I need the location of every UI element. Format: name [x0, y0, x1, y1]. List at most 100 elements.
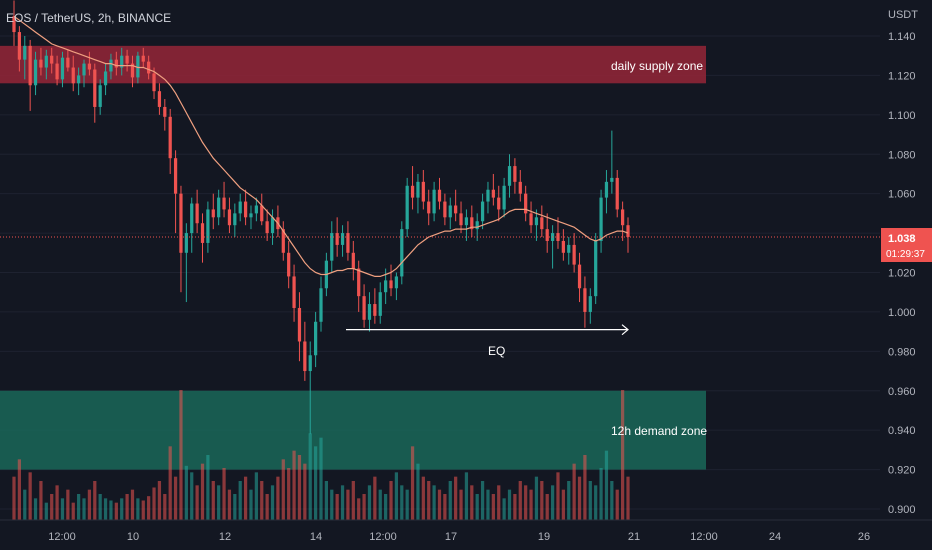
candle-body[interactable]	[432, 189, 436, 214]
candle-body[interactable]	[620, 209, 625, 226]
candle-body[interactable]	[448, 205, 452, 218]
candle-body[interactable]	[604, 181, 609, 198]
candle-body[interactable]	[55, 63, 59, 80]
candle-body[interactable]	[357, 268, 361, 297]
candle-body[interactable]	[12, 16, 16, 33]
candle-body[interactable]	[147, 61, 151, 74]
candle-body[interactable]	[545, 229, 549, 241]
candle-body[interactable]	[141, 55, 145, 62]
candle-body[interactable]	[173, 158, 178, 194]
candle-body[interactable]	[206, 209, 210, 243]
candle-body[interactable]	[588, 296, 592, 312]
candle-body[interactable]	[82, 63, 86, 76]
candle-body[interactable]	[384, 280, 388, 293]
demand-zone[interactable]	[0, 390, 706, 470]
candle-body[interactable]	[529, 213, 533, 226]
candle-body[interactable]	[211, 209, 215, 218]
candle-body[interactable]	[168, 116, 172, 159]
candle-body[interactable]	[362, 296, 366, 320]
candle-body[interactable]	[77, 75, 81, 84]
candle-body[interactable]	[486, 189, 490, 202]
candle-body[interactable]	[136, 55, 140, 78]
candle-body[interactable]	[281, 229, 285, 253]
candle-body[interactable]	[217, 197, 221, 218]
candle-body[interactable]	[410, 185, 415, 198]
candle-body[interactable]	[254, 205, 258, 214]
candle-body[interactable]	[491, 189, 495, 198]
candle-body[interactable]	[416, 181, 420, 198]
candle-body[interactable]	[287, 252, 291, 277]
candle-body[interactable]	[524, 193, 528, 214]
candle-body[interactable]	[238, 201, 242, 214]
candle-body[interactable]	[454, 205, 458, 214]
candle-body[interactable]	[567, 244, 571, 253]
symbol-title[interactable]: EOS / TetherUS, 2h, BINANCE	[6, 11, 171, 25]
candle-body[interactable]	[346, 233, 350, 253]
candle-body[interactable]	[610, 177, 614, 182]
candle-body[interactable]	[389, 280, 393, 289]
candle-body[interactable]	[87, 63, 92, 70]
candle-body[interactable]	[475, 221, 479, 230]
candle-body[interactable]	[583, 288, 587, 312]
candle-body[interactable]	[233, 213, 237, 226]
candle-body[interactable]	[66, 57, 70, 68]
candle-body[interactable]	[572, 244, 576, 265]
candle-body[interactable]	[163, 106, 167, 117]
candle-body[interactable]	[243, 201, 248, 218]
candle-body[interactable]	[464, 217, 469, 226]
candle-body[interactable]	[497, 197, 501, 210]
candle-body[interactable]	[125, 55, 129, 64]
candle-body[interactable]	[44, 55, 48, 68]
candle-body[interactable]	[561, 240, 565, 253]
candle-body[interactable]	[540, 217, 544, 230]
candle-body[interactable]	[33, 59, 38, 86]
candle-body[interactable]	[179, 193, 183, 253]
candle-body[interactable]	[437, 189, 442, 202]
candle-body[interactable]	[513, 166, 517, 182]
candle-body[interactable]	[17, 32, 22, 60]
candle-body[interactable]	[373, 304, 377, 316]
candle-body[interactable]	[518, 181, 522, 194]
candle-body[interactable]	[28, 45, 32, 86]
candle-body[interactable]	[200, 223, 205, 243]
candle-body[interactable]	[270, 217, 275, 234]
candle-body[interactable]	[599, 197, 603, 241]
candle-body[interactable]	[394, 276, 399, 289]
candle-body[interactable]	[594, 240, 598, 297]
candle-body[interactable]	[427, 201, 431, 214]
candle-body[interactable]	[23, 45, 27, 60]
candle-body[interactable]	[109, 59, 113, 72]
candle-body[interactable]	[292, 276, 296, 308]
candle-body[interactable]	[303, 341, 307, 372]
candle-body[interactable]	[480, 201, 485, 222]
candle-body[interactable]	[190, 203, 194, 234]
candle-body[interactable]	[98, 85, 102, 107]
candle-body[interactable]	[308, 355, 312, 372]
candle-body[interactable]	[330, 233, 334, 261]
candle-body[interactable]	[400, 229, 404, 277]
candle-body[interactable]	[227, 209, 232, 226]
candle-body[interactable]	[50, 55, 54, 64]
candle-body[interactable]	[157, 91, 162, 107]
candle-body[interactable]	[71, 67, 75, 84]
candle-body[interactable]	[351, 252, 355, 269]
candle-body[interactable]	[443, 201, 447, 218]
candle-body[interactable]	[130, 63, 135, 78]
candle-body[interactable]	[421, 181, 425, 202]
candle-body[interactable]	[502, 185, 506, 210]
candle-body[interactable]	[265, 221, 269, 234]
candle-body[interactable]	[626, 225, 630, 238]
candle-body[interactable]	[378, 292, 382, 316]
candle-body[interactable]	[39, 59, 43, 68]
candle-body[interactable]	[313, 321, 318, 356]
candle-body[interactable]	[459, 213, 463, 226]
candle-body[interactable]	[103, 71, 108, 86]
candle-body[interactable]	[93, 69, 97, 107]
candle-body[interactable]	[577, 264, 582, 289]
candle-body[interactable]	[152, 73, 156, 92]
candle-body[interactable]	[335, 233, 339, 245]
candle-body[interactable]	[470, 217, 474, 230]
candle-body[interactable]	[120, 55, 124, 68]
candle-body[interactable]	[615, 177, 619, 210]
